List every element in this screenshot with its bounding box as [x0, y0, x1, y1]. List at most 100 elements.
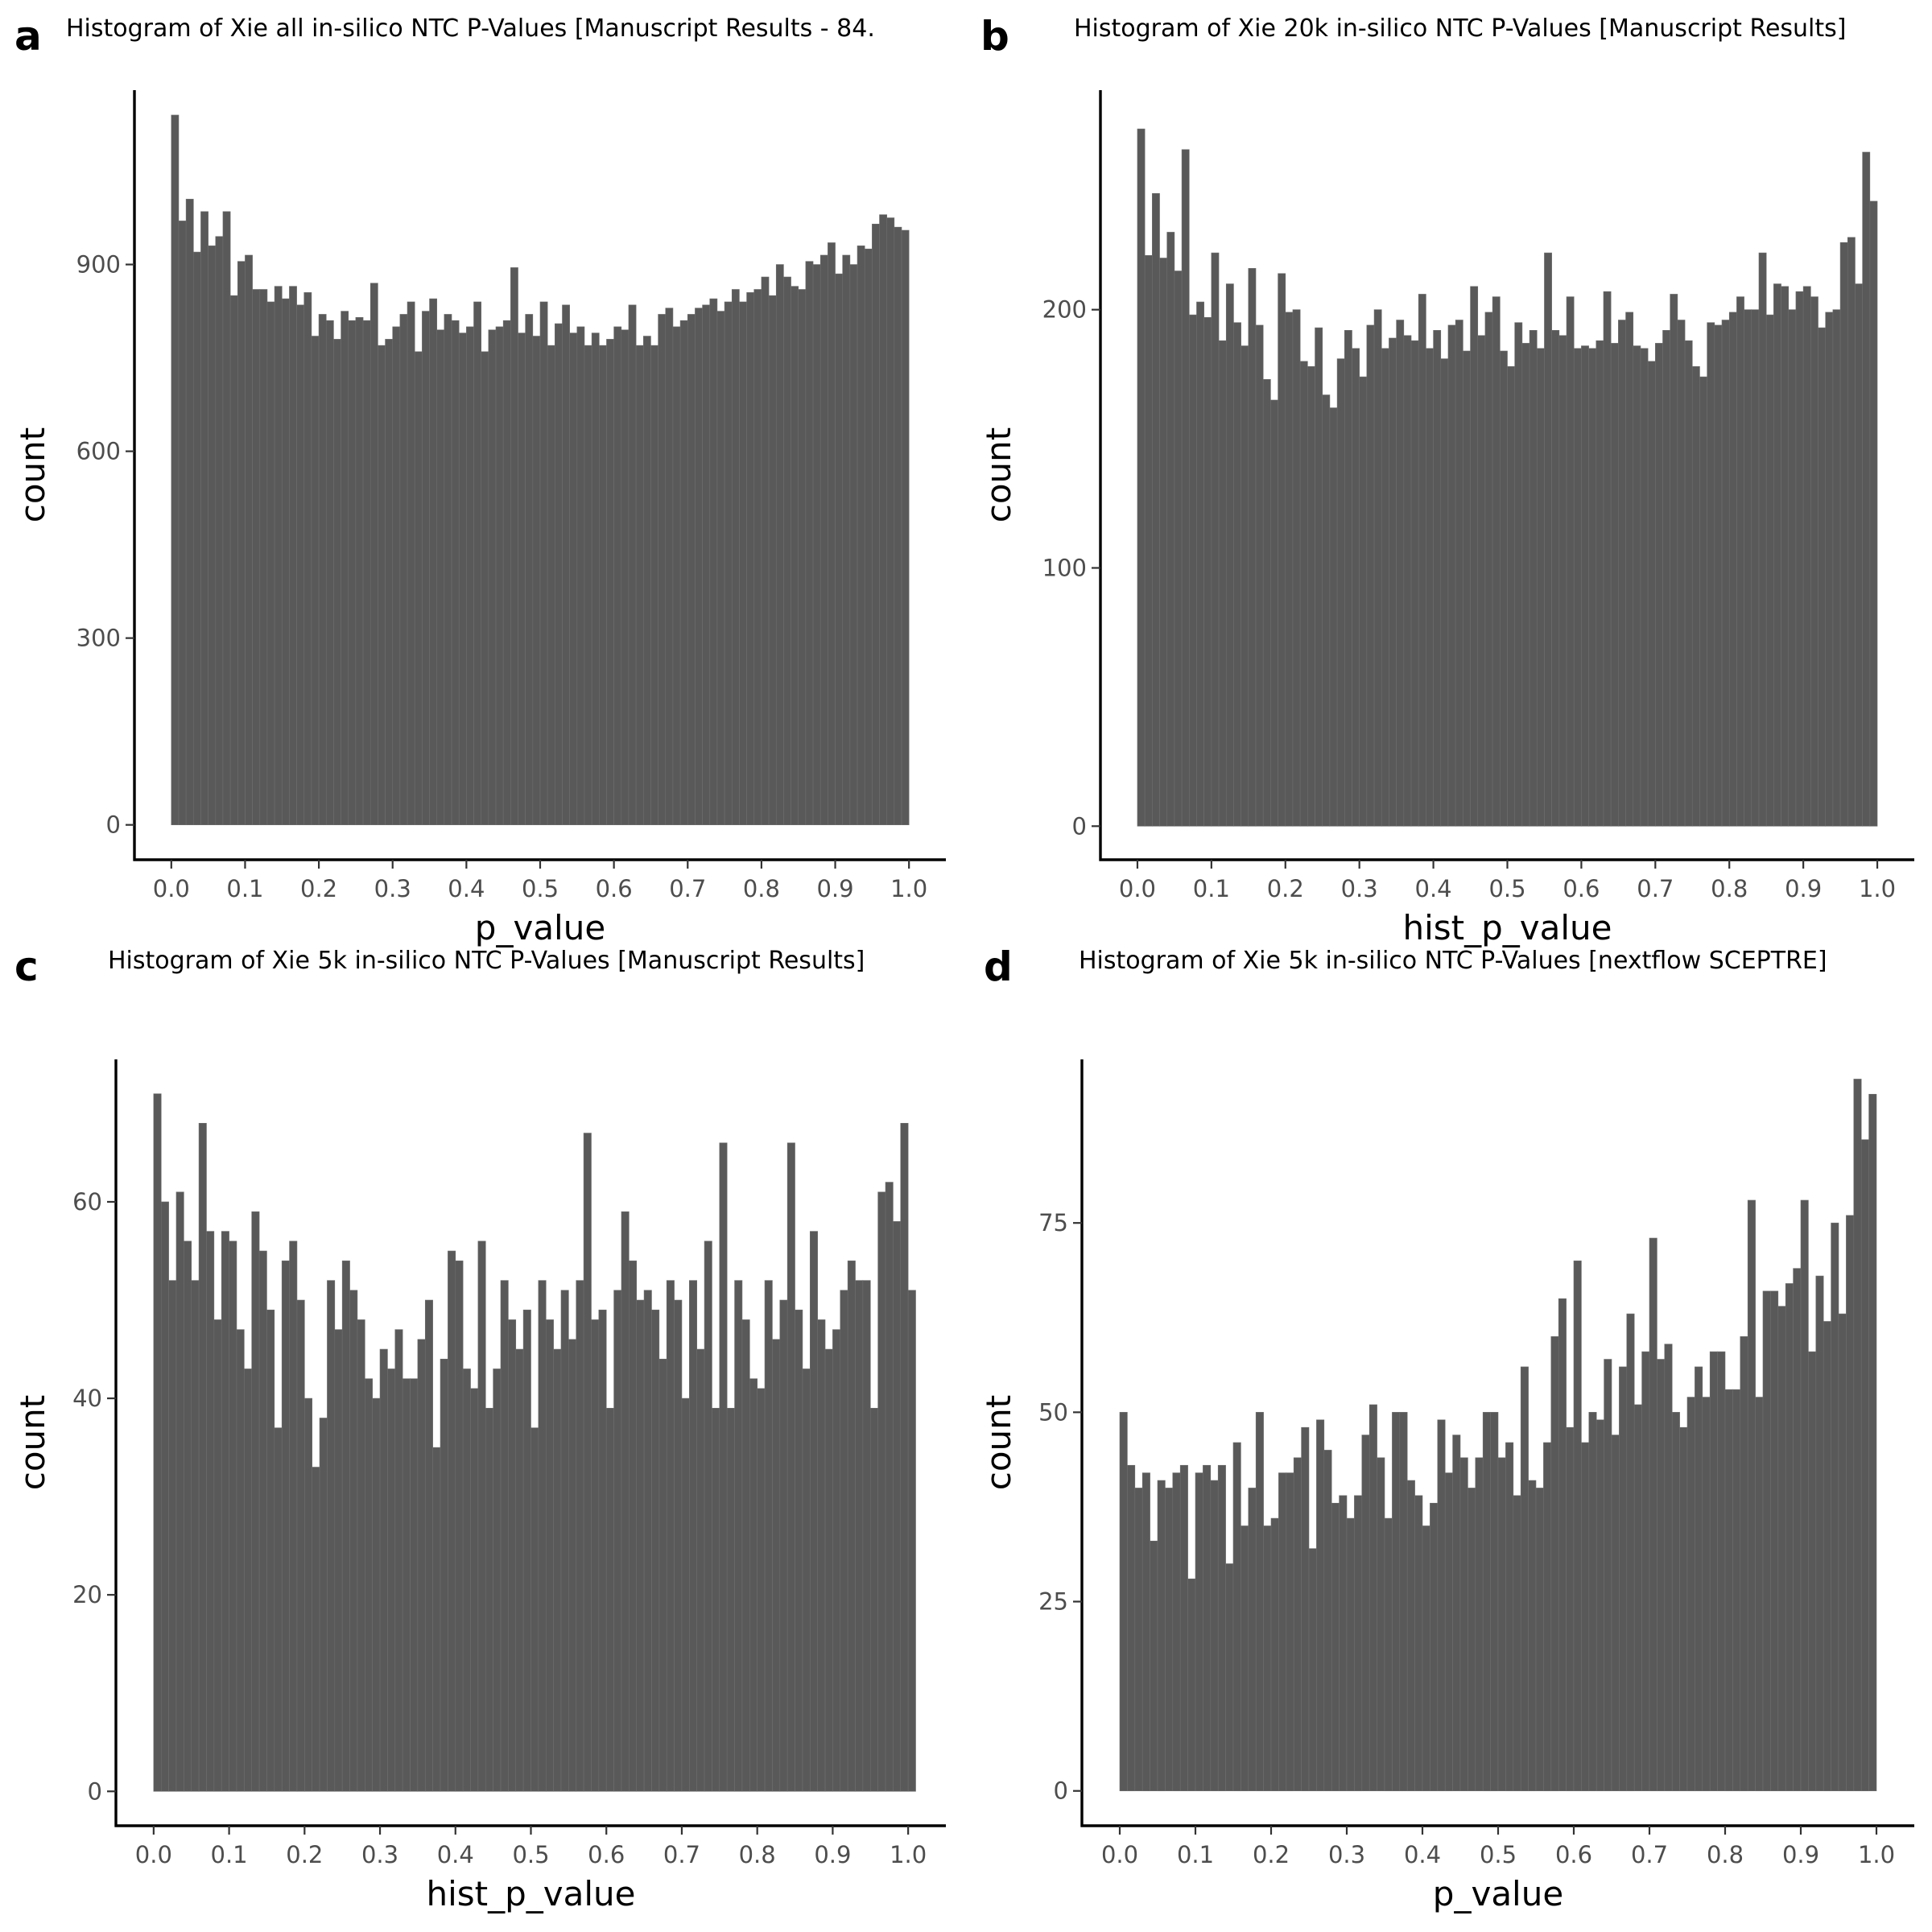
- histogram-bar: [1331, 1502, 1340, 1792]
- histogram-bar: [1581, 345, 1589, 827]
- histogram-bar: [1210, 1480, 1219, 1792]
- histogram-bar: [1323, 1450, 1332, 1792]
- plot-area: 0.0 0.1 0.2 0.3 0.4 0.5 0.6 0.7 0.8 0.9 1.0 0 25 50 75…: [979, 1059, 1914, 1913]
- histogram-bar: [555, 323, 563, 825]
- x-tick-label: 0.7: [1631, 1841, 1668, 1868]
- y-axis-title: count: [13, 427, 52, 523]
- histogram-bar: [355, 317, 364, 825]
- histogram-bar: [636, 1299, 645, 1792]
- x-tick-label: 0.5: [1488, 875, 1525, 902]
- histogram-bar: [1699, 376, 1707, 827]
- histogram-bar: [642, 336, 651, 825]
- x-tick-label: 0.3: [1328, 1841, 1365, 1868]
- histogram-bar: [1354, 1495, 1363, 1792]
- histogram-bar: [184, 1241, 192, 1792]
- histogram-bar: [1536, 348, 1545, 827]
- histogram-bar: [568, 1339, 577, 1792]
- histogram-bar: [817, 1319, 826, 1792]
- histogram-bar: [274, 1427, 283, 1792]
- histogram-bar: [1758, 252, 1767, 827]
- histogram-bar: [651, 1309, 660, 1792]
- histogram-bar: [1196, 301, 1204, 827]
- histogram-bar: [779, 1299, 788, 1792]
- histogram-bar: [327, 1280, 336, 1792]
- x-tick-label: 0.9: [1785, 875, 1822, 902]
- histogram-bar: [704, 1241, 712, 1792]
- histogram-bar: [1263, 1525, 1272, 1792]
- x-tick-label: 0.1: [1177, 1841, 1214, 1868]
- histogram-bar: [679, 320, 688, 825]
- histogram-bar: [1529, 330, 1538, 827]
- histogram-bar: [1475, 1457, 1484, 1792]
- histogram-bar: [1444, 1472, 1453, 1792]
- histogram-bar: [1717, 1351, 1726, 1792]
- histogram-bar: [1514, 322, 1523, 827]
- histogram-bar: [1308, 1548, 1317, 1792]
- histogram-bar: [805, 261, 814, 825]
- histogram-bar: [319, 1418, 328, 1792]
- histogram-bar: [650, 345, 658, 825]
- histogram-bar: [1869, 200, 1878, 827]
- histogram-bar: [455, 1260, 464, 1792]
- histogram-bar: [538, 1280, 547, 1792]
- histogram-bar: [1406, 1480, 1415, 1792]
- histogram-bar: [674, 1299, 683, 1792]
- histogram-bar: [1293, 1457, 1302, 1792]
- histogram-bar: [1521, 343, 1530, 827]
- y-tick-label: 50: [1038, 1398, 1068, 1426]
- histogram-bar: [1853, 1079, 1862, 1792]
- histogram-bar: [885, 1182, 894, 1792]
- histogram-bar: [1241, 1525, 1249, 1792]
- histogram-bar: [1232, 1442, 1241, 1792]
- histogram-bar: [1500, 350, 1508, 827]
- histogram-bar: [539, 301, 548, 825]
- histogram-bar: [424, 1299, 433, 1792]
- x-tick-label: 0.7: [663, 1841, 700, 1868]
- histogram-bar: [311, 336, 320, 825]
- histogram-bar: [1610, 343, 1619, 827]
- histogram-bar: [1777, 1306, 1786, 1792]
- histogram-bar: [1762, 1290, 1771, 1792]
- histogram-bar: [334, 1329, 343, 1792]
- histogram-bar: [1751, 309, 1760, 827]
- histogram-bar: [379, 1348, 388, 1792]
- histogram-bar: [500, 1280, 509, 1792]
- histogram-bar: [477, 1241, 486, 1792]
- histogram-bar: [236, 1329, 245, 1792]
- histogram-bar: [281, 1260, 290, 1792]
- histogram-bar: [1736, 296, 1744, 827]
- histogram-bar: [1248, 268, 1257, 827]
- histogram-bar: [1505, 1442, 1514, 1792]
- histogram-bar: [532, 336, 541, 825]
- histogram-bar: [402, 1378, 411, 1792]
- histogram-bar: [1157, 1480, 1166, 1792]
- x-axis-title: p_value: [475, 908, 605, 947]
- y-tick-label: 0: [106, 811, 121, 839]
- y-axis-title: count: [13, 1395, 52, 1491]
- histogram-bar: [824, 1348, 833, 1792]
- histogram-bar: [687, 314, 696, 825]
- histogram-bar: [812, 264, 821, 825]
- histogram-bar: [886, 217, 895, 825]
- histogram-bar: [857, 246, 865, 825]
- histogram-bar: [583, 1133, 592, 1792]
- histogram-bar: [734, 1280, 743, 1792]
- histogram-bar: [1166, 232, 1175, 827]
- histogram-bar: [1839, 242, 1848, 827]
- x-tick-label: 0.9: [816, 875, 853, 902]
- histogram-bar: [1588, 348, 1597, 827]
- histogram-bar: [862, 1280, 871, 1792]
- histogram-bar: [1203, 317, 1212, 827]
- histogram-bar: [221, 1231, 229, 1792]
- histogram-bar: [1649, 1237, 1657, 1792]
- histogram-bar: [1299, 361, 1308, 827]
- histogram-bar: [1447, 324, 1456, 827]
- x-axis-title: hist_p_value: [1402, 908, 1612, 947]
- histogram-bar: [1414, 1495, 1423, 1792]
- histogram-bar: [252, 289, 261, 825]
- histogram-bar: [1558, 335, 1567, 827]
- panel-a: a Histogram of Xie all in-silico NTC P-V…: [13, 13, 946, 947]
- histogram-bar: [1781, 286, 1790, 827]
- histogram-bar: [1728, 312, 1737, 827]
- histogram-bar: [510, 267, 518, 825]
